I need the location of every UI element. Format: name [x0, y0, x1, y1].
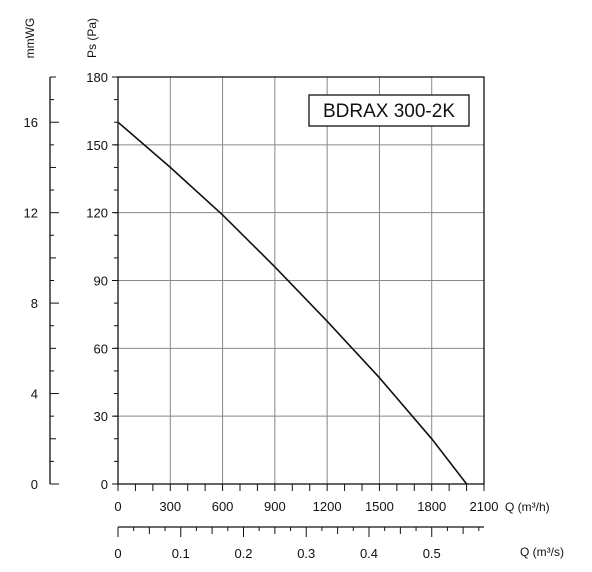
y-tick-label: 0	[101, 477, 108, 492]
y-tick-label: 120	[86, 206, 108, 221]
m3s-tick-label: 0.5	[423, 546, 441, 561]
x-tick-label: 600	[212, 499, 234, 514]
title-frame	[308, 94, 470, 127]
mmwg-tick-label: 4	[31, 387, 38, 402]
mmwg-tick-label: 8	[31, 296, 38, 311]
x-tick-label: 900	[264, 499, 286, 514]
x-axis-ticks: 0 300 600 900 1200 1500 1800 2100	[114, 484, 498, 514]
y-tick-label: 60	[94, 341, 108, 356]
mmwg-tick-label: 0	[31, 477, 38, 492]
mmwg-axis: 0 4 8 12 16	[24, 76, 59, 492]
m3s-axis: 0 0.1 0.2 0.3 0.4 0.5	[114, 526, 484, 561]
m3s-tick-label: 0.2	[234, 546, 252, 561]
x-tick-label: 1800	[417, 499, 446, 514]
y-axis-ticks: 0 30 60 90 120 150 180	[86, 70, 118, 492]
y-tick-label: 30	[94, 409, 108, 424]
grid	[118, 77, 484, 484]
chart-title: BDRAX 300-2K	[323, 101, 455, 122]
x-tick-label: 1200	[313, 499, 342, 514]
y-axis-title: Ps (Pa)	[85, 18, 99, 58]
m3s-tick-label: 0.1	[172, 546, 190, 561]
x-tick-label: 1500	[365, 499, 394, 514]
mmwg-axis-title: mmWG	[23, 18, 37, 59]
m3s-tick-label: 0	[114, 546, 121, 561]
series-line	[117, 121, 468, 485]
x-tick-label: 300	[159, 499, 181, 514]
title-box: BDRAX 300-2K	[308, 94, 470, 127]
x-tick-label: 2100	[470, 499, 499, 514]
mmwg-tick-label: 16	[24, 115, 38, 130]
m3s-axis-title: Q (m³/s)	[520, 545, 564, 559]
m3s-tick-label: 0.4	[360, 546, 378, 561]
m3s-tick-label: 0.3	[297, 546, 315, 561]
y-tick-label: 90	[94, 274, 108, 289]
x-axis-title: Q (m³/h)	[505, 500, 550, 514]
x-tick-label: 0	[114, 499, 121, 514]
y-tick-label: 180	[86, 70, 108, 85]
y-tick-label: 150	[86, 138, 108, 153]
mmwg-tick-label: 12	[24, 206, 38, 221]
